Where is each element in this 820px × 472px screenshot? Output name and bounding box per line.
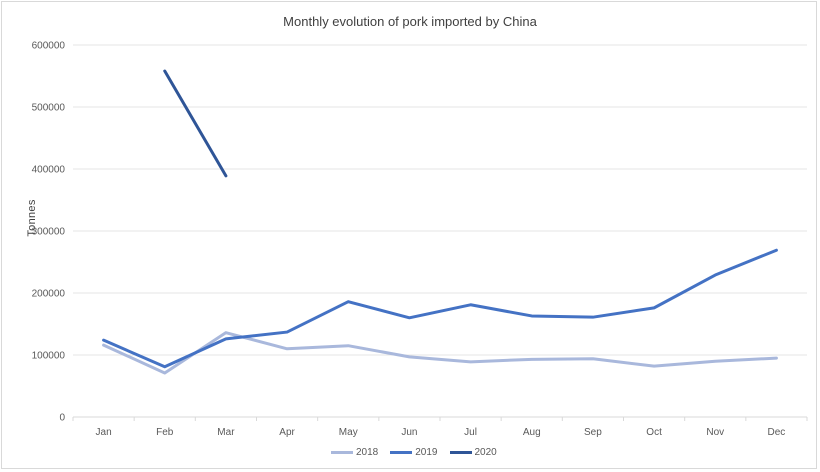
- y-tick-label: 100000: [32, 351, 66, 362]
- x-tick-label: Mar: [217, 427, 235, 438]
- y-tick-label: 200000: [32, 289, 66, 300]
- x-tick-label: Apr: [279, 427, 295, 438]
- chart-title: Monthly evolution of pork imported by Ch…: [283, 14, 537, 29]
- legend: 2018 2019 2020: [331, 447, 497, 458]
- legend-label: 2018: [356, 447, 379, 458]
- y-tick-label: 500000: [32, 103, 66, 114]
- y-tick-label: 0: [59, 413, 65, 424]
- x-tick-label: Aug: [523, 427, 541, 438]
- x-axis-ticks: Jan Feb Mar Apr May Jun Jul Aug Sep Oct Nov Dec: [72, 417, 808, 438]
- x-tick-label: Feb: [156, 427, 174, 438]
- legend-swatch-icon: [390, 451, 413, 454]
- legend-swatch-icon: [331, 451, 353, 454]
- y-tick-label: 300000: [32, 227, 66, 238]
- legend-label: 2019: [415, 447, 438, 458]
- x-tick-label: May: [339, 427, 358, 438]
- x-tick-label: Jul: [464, 427, 477, 438]
- legend-swatch-icon: [449, 451, 472, 454]
- legend-item-2019: 2019: [390, 447, 438, 458]
- legend-item-2018: 2018: [331, 447, 378, 458]
- series-lines: [102, 69, 778, 375]
- legend-item-2020: 2020: [449, 447, 497, 458]
- y-axis-ticks: 0 100000 200000 300000 400000 500000 600000: [32, 41, 66, 424]
- y-tick-label: 400000: [32, 165, 66, 176]
- x-tick-label: Oct: [646, 427, 662, 438]
- x-tick-label: Jan: [96, 427, 112, 438]
- series-line-2019: [102, 248, 778, 369]
- x-tick-label: Jun: [401, 427, 417, 438]
- series-line-2020: [163, 69, 228, 178]
- series-line-2018: [102, 331, 778, 375]
- x-tick-label: Dec: [768, 427, 786, 438]
- legend-label: 2020: [474, 447, 497, 458]
- x-tick-label: Sep: [584, 427, 602, 438]
- x-tick-label: Nov: [706, 427, 724, 438]
- y-tick-label: 600000: [32, 41, 66, 52]
